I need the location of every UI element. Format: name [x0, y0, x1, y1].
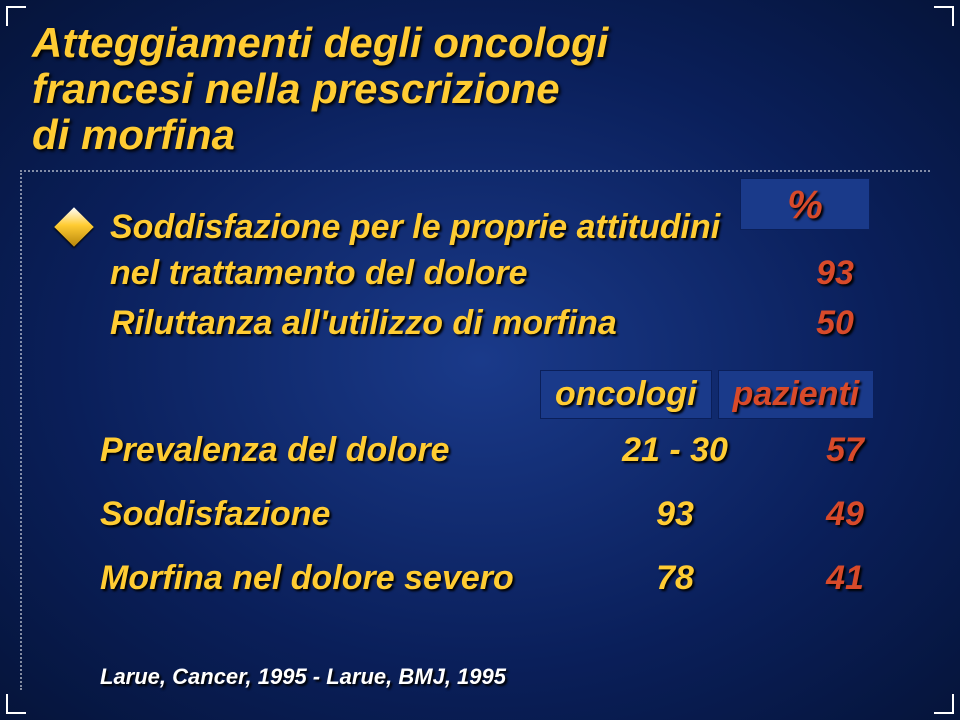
- corner-decoration: [934, 6, 954, 26]
- row-pazienti: 57: [770, 428, 920, 474]
- reluctance-label: Riluttanza all'utilizzo di morfina: [110, 301, 750, 347]
- corner-decoration: [6, 694, 26, 714]
- corner-decoration: [934, 694, 954, 714]
- column-headers: oncologi pazienti: [540, 370, 874, 419]
- row-oncologi: 93: [580, 492, 770, 538]
- table-row: Soddisfazione 93 49: [100, 492, 920, 538]
- title-line: Atteggiamenti degli oncologi: [32, 20, 920, 66]
- row-label: Soddisfazione: [100, 492, 580, 538]
- row-pazienti: 41: [770, 556, 920, 602]
- citation: Larue, Cancer, 1995 - Larue, BMJ, 1995: [100, 664, 506, 690]
- slide-title: Atteggiamenti degli oncologi francesi ne…: [32, 20, 920, 159]
- slide: Atteggiamenti degli oncologi francesi ne…: [0, 0, 960, 720]
- title-line: francesi nella prescrizione: [32, 66, 920, 112]
- title-line: di morfina: [32, 112, 920, 158]
- sat-line2-label: nel trattamento del dolore: [110, 251, 750, 297]
- data-table: Prevalenza del dolore 21 - 30 57 Soddisf…: [100, 428, 920, 614]
- sat-line1: Soddisfazione per le proprie attitudini: [110, 205, 920, 251]
- row-pazienti: 49: [770, 492, 920, 538]
- bullet-diamond-icon: [54, 207, 94, 247]
- row-label: Morfina nel dolore severo: [100, 556, 580, 602]
- table-row: Prevalenza del dolore 21 - 30 57: [100, 428, 920, 474]
- row-label: Prevalenza del dolore: [100, 428, 580, 474]
- reluctance-value: 50: [750, 301, 920, 347]
- row-oncologi: 78: [580, 556, 770, 602]
- sat-line2-value: 93: [750, 251, 920, 297]
- corner-decoration: [6, 6, 26, 26]
- col-header-oncologi: oncologi: [540, 370, 712, 419]
- content-block: Soddisfazione per le proprie attitudini …: [60, 205, 920, 353]
- table-row: Morfina nel dolore severo 78 41: [100, 556, 920, 602]
- row-oncologi: 21 - 30: [580, 428, 770, 474]
- col-header-pazienti: pazienti: [718, 370, 875, 419]
